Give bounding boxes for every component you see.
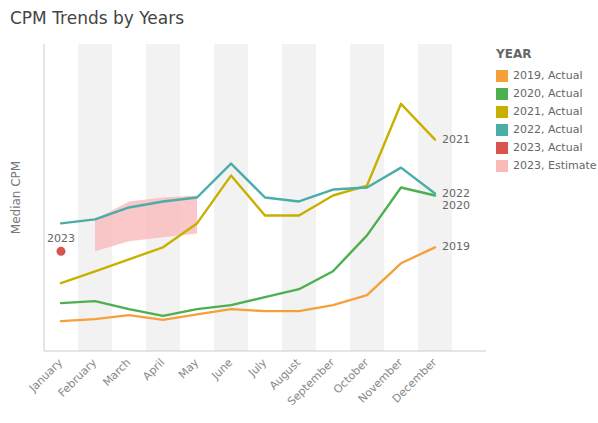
legend-swatch — [496, 70, 508, 82]
line — [61, 247, 435, 321]
legend-swatch — [496, 88, 508, 100]
end-label: 2021 — [442, 133, 470, 146]
legend-swatch — [496, 106, 508, 118]
marks — [57, 104, 436, 321]
line — [61, 188, 435, 316]
legend-swatch — [496, 142, 508, 154]
end-label: 2020 — [442, 199, 470, 212]
legend-entry: 2020, Actual — [513, 87, 582, 100]
legend-title: YEAR — [495, 47, 531, 61]
x-tick-label: June — [208, 356, 235, 383]
point-label: 2023 — [47, 232, 75, 245]
labels: 20232021202220202019 — [47, 133, 470, 254]
x-axis-line — [44, 351, 486, 352]
x-tick-label: April — [140, 356, 167, 383]
x-tick-label: March — [100, 356, 133, 389]
y-axis-label: Median CPM — [9, 161, 23, 234]
chart: CPM Trends by YearsMedian CPMJanuaryFebr… — [0, 0, 598, 423]
legend-entry: 2019, Actual — [513, 69, 582, 82]
x-tick-label: September — [285, 356, 338, 409]
point — [57, 247, 66, 256]
x-tick-label: July — [245, 356, 269, 380]
end-label: 2019 — [442, 240, 470, 253]
legend: YEAR 2019, Actual 2020, Actual 2021, Actual… — [495, 47, 597, 172]
band — [350, 44, 384, 351]
x-tick-label: February — [56, 356, 100, 400]
legend-swatch — [496, 160, 508, 172]
legend-entry: 2023, Estimate — [513, 159, 597, 172]
line — [61, 164, 435, 224]
legend-entry: 2022, Actual — [513, 123, 582, 136]
x-tick-label: December — [390, 356, 440, 406]
y-axis-line — [44, 44, 45, 351]
x-tick-label: May — [176, 356, 202, 382]
line — [61, 104, 435, 283]
legend-entry: 2021, Actual — [513, 105, 582, 118]
legend-swatch — [496, 124, 508, 136]
legend-entry: 2023, Actual — [513, 141, 582, 154]
title: CPM Trends by Years — [10, 8, 184, 28]
